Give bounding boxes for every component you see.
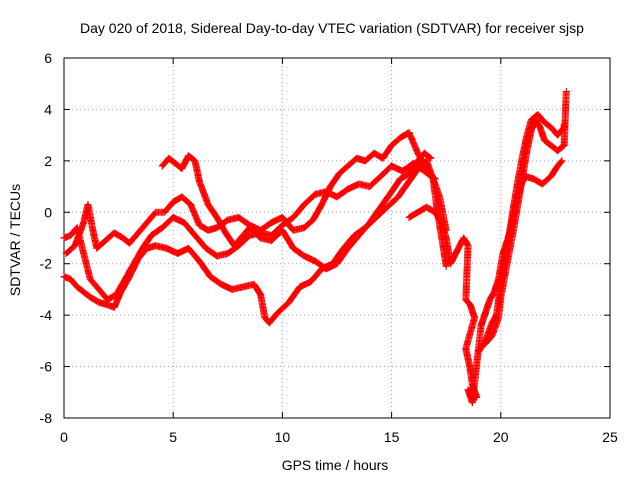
x-tick-label: 10 [275,429,291,445]
y-tick-label: -6 [40,359,53,375]
y-tick-label: 4 [44,101,52,117]
axis-ticks: 0 5 10 15 20 25 -8 -6 -4 -2 0 2 4 6 [40,50,618,445]
y-tick-label: 2 [44,153,52,169]
x-tick-label: 5 [169,429,177,445]
series-markers [405,157,566,407]
series-track-c [62,129,450,257]
series-markers [158,149,435,273]
x-axis-label: GPS time / hours [282,457,389,473]
series-track-e [405,157,566,407]
y-tick-label: -4 [40,307,53,323]
y-axis-label: SDTVAR / TECUs [7,184,23,296]
y-tick-label: 6 [44,50,52,66]
y-tick-label: -8 [40,410,53,426]
y-tick-label: -2 [40,256,53,272]
x-tick-label: 20 [493,429,509,445]
x-tick-label: 15 [384,429,400,445]
series-markers [60,157,450,327]
series-track-g [475,111,568,355]
series-markers [62,129,450,257]
x-tick-label: 25 [602,429,618,445]
y-tick-label: 0 [44,204,52,220]
gridlines [64,58,610,418]
chart-title: Day 020 of 2018, Sidereal Day-to-day VTE… [80,20,584,36]
plot-frame [63,57,611,419]
series-track-d [158,149,435,273]
series-track-b [60,157,450,327]
series-markers [475,111,568,355]
x-tick-label: 0 [60,429,68,445]
data-series [60,87,570,407]
